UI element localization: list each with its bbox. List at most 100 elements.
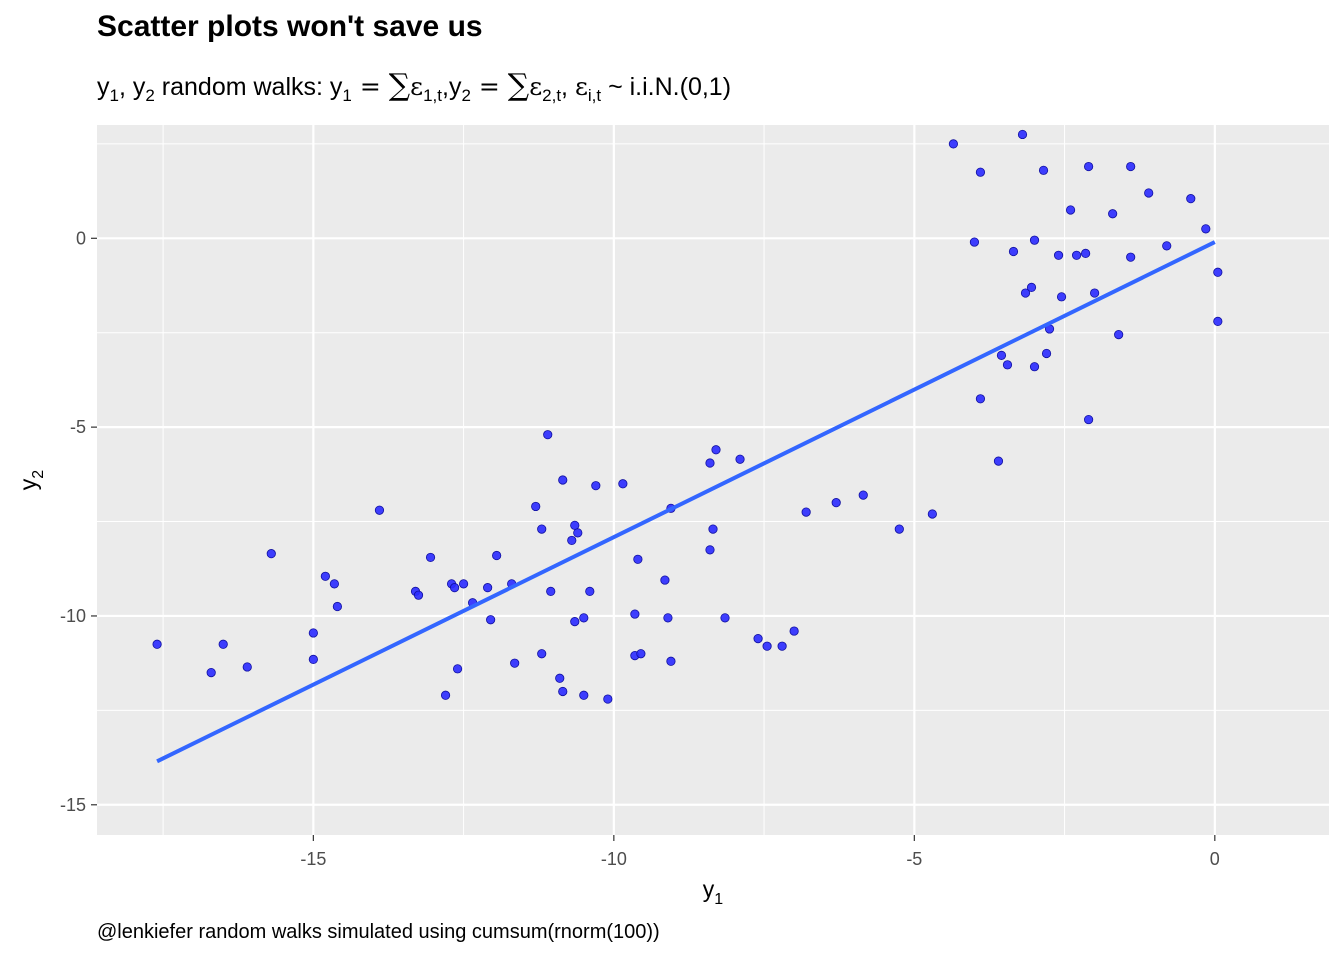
data-point	[996, 350, 1007, 360]
data-point	[1071, 250, 1082, 260]
y-axis-ticks: -15 -10 -5 0	[60, 228, 97, 815]
data-point	[1213, 267, 1223, 277]
data-point	[1038, 165, 1049, 175]
data-point	[720, 613, 730, 623]
data-point	[558, 475, 568, 485]
data-point	[753, 634, 763, 644]
subtitle-sub-1: 1	[109, 86, 119, 105]
y-axis-title-sub: 2	[30, 470, 47, 479]
data-point	[543, 430, 553, 440]
y-tick-label: -5	[70, 417, 86, 437]
data-point	[1026, 282, 1037, 292]
data-point	[660, 575, 670, 585]
data-point	[1056, 292, 1067, 302]
data-point	[618, 479, 628, 489]
data-point	[531, 501, 541, 512]
fit-line-group	[156, 240, 1216, 764]
subtitle-y: y	[97, 73, 110, 101]
data-point	[993, 456, 1004, 466]
data-point	[152, 639, 162, 649]
data-point	[206, 668, 216, 678]
data-point	[483, 583, 493, 593]
subtitle-equals-2: =	[470, 72, 508, 101]
data-point	[708, 524, 718, 534]
data-point	[1065, 205, 1076, 215]
x-axis-title: y1	[703, 876, 724, 908]
data-point	[573, 528, 583, 538]
data-point	[486, 615, 496, 625]
x-axis-title-main: y	[703, 876, 715, 902]
data-point	[413, 590, 424, 600]
data-point	[510, 658, 520, 668]
data-point	[1029, 235, 1040, 245]
data-point	[1084, 414, 1094, 425]
data-point	[603, 694, 613, 704]
y-axis-title: y2	[15, 470, 47, 491]
subtitle-sub-4: 2	[461, 86, 471, 105]
data-point	[570, 520, 580, 530]
data-point	[894, 524, 904, 534]
x-tick-label: -15	[300, 849, 326, 869]
data-point	[558, 686, 568, 697]
data-point	[1201, 224, 1211, 234]
sum-symbol-1: ∑	[388, 68, 411, 103]
data-point	[663, 613, 673, 623]
data-point	[308, 628, 318, 638]
data-point	[537, 649, 547, 659]
data-point	[320, 571, 330, 581]
data-point	[332, 601, 342, 612]
data-point	[308, 654, 318, 664]
subtitle-sep: , y	[118, 73, 146, 101]
subtitle-sub-ei: i,t	[587, 86, 602, 105]
y-axis-title-main: y	[15, 478, 41, 490]
data-point	[711, 445, 721, 455]
data-point	[777, 641, 787, 651]
epsilon-2: ε	[529, 72, 543, 101]
data-point	[585, 586, 595, 597]
data-point	[666, 656, 676, 666]
data-point	[1186, 194, 1196, 204]
data-point	[975, 394, 986, 404]
data-point	[1017, 129, 1028, 140]
y-tick-label: -10	[60, 606, 86, 626]
subtitle-sub-e1: 1,t	[423, 86, 442, 105]
sum-symbol-2: ∑	[507, 68, 530, 103]
data-point	[570, 617, 580, 627]
data-point	[1213, 316, 1223, 326]
data-point	[927, 509, 937, 519]
x-axis-title-sub: 1	[714, 891, 723, 908]
data-point	[579, 613, 589, 623]
subtitle-tail: ~ i.i.N.(0,1)	[601, 73, 732, 101]
data-point	[975, 167, 986, 177]
y-tick-label: -15	[60, 795, 86, 815]
data-point	[1108, 209, 1118, 219]
data-point	[831, 498, 841, 508]
data-point	[1126, 252, 1136, 262]
data-point	[1081, 248, 1091, 259]
data-point	[789, 626, 799, 636]
x-tick-label: 0	[1210, 849, 1220, 869]
subtitle-sub-e2: 2,t	[542, 86, 562, 105]
data-point	[567, 535, 577, 546]
y-tick-label: 0	[76, 228, 86, 248]
data-point	[555, 673, 565, 683]
data-point	[546, 586, 556, 597]
data-point	[1144, 188, 1154, 198]
data-point	[218, 639, 228, 649]
data-point	[969, 237, 980, 247]
chart-title: Scatter plots won't save us	[97, 10, 483, 43]
subtitle-comma: ,	[561, 73, 575, 101]
x-tick-label: -10	[601, 849, 627, 869]
data-point	[1041, 348, 1052, 359]
data-point	[449, 583, 460, 593]
data-point	[801, 507, 811, 517]
data-point	[762, 641, 772, 651]
epsilon-3: ε	[574, 72, 588, 101]
subtitle-text: random walks: y	[154, 73, 343, 101]
data-point	[705, 545, 715, 555]
chart-subtitle: y1, y2 random walks: y1 = ∑ε1,t,y2 = ∑ε2…	[97, 68, 731, 106]
subtitle-sub-2: 2	[145, 86, 155, 105]
data-point	[1084, 161, 1094, 172]
subtitle-equals-1: =	[351, 72, 389, 101]
